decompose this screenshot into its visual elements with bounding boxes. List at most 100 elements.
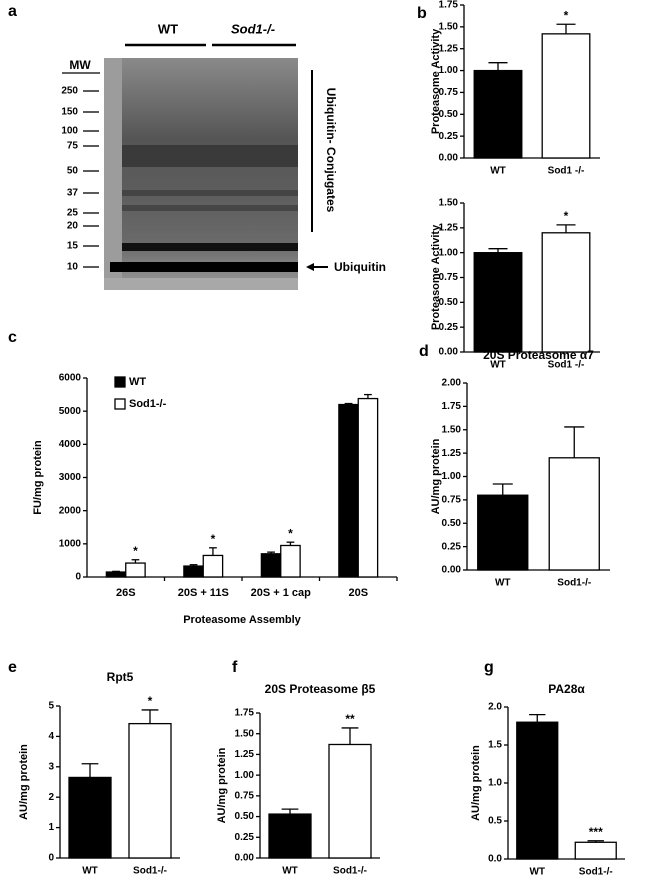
y-tick-label: 1.25 — [235, 749, 255, 760]
y-tick-label: 0.00 — [439, 347, 459, 358]
bar — [128, 722, 172, 859]
bar — [473, 252, 523, 353]
x-tick-label: Sod1-/- — [579, 867, 613, 878]
y-tick-label: 0 — [75, 572, 81, 583]
bar — [477, 494, 529, 571]
x-tick-label: WT — [490, 166, 506, 177]
bar — [183, 565, 204, 578]
y-tick-label: 4000 — [59, 439, 82, 450]
mw-label: 50 — [67, 166, 79, 177]
significance: * — [133, 544, 138, 558]
y-tick-label: 6000 — [59, 373, 82, 384]
y-tick-label: 0.75 — [235, 790, 255, 801]
panel-label: b — [417, 5, 427, 22]
chart-title: PA28α — [548, 682, 585, 696]
mw-label: 25 — [67, 208, 79, 219]
significance: * — [564, 209, 569, 223]
y-tick-label: 1 — [48, 822, 54, 833]
bar — [574, 841, 617, 860]
y-tick-label: 0.0 — [488, 854, 502, 865]
legend-label: WT — [129, 376, 146, 388]
x-tick-label: Sod1-/- — [133, 866, 167, 877]
legend-swatch — [114, 376, 126, 388]
x-tick-label: Sod1-/- — [333, 866, 367, 877]
y-tick-label: 1.75 — [442, 401, 462, 412]
bar — [541, 33, 591, 159]
bar — [541, 232, 591, 353]
y-tick-label: 0.00 — [235, 853, 255, 864]
y-tick-label: 0.25 — [442, 541, 462, 552]
y-axis-label: Proteasome Activity — [430, 224, 442, 330]
y-tick-label: 5000 — [59, 406, 82, 417]
significance: * — [288, 526, 293, 540]
chart-title: 20S Proteasome β5 — [265, 682, 376, 696]
y-tick-label: 1.25 — [442, 448, 462, 459]
y-tick-label: 4 — [48, 731, 54, 742]
x-tick-label: 20S — [348, 587, 368, 599]
x-tick-label: WT — [495, 578, 511, 589]
x-tick-label: WT — [529, 867, 545, 878]
y-tick-label: 0.50 — [442, 518, 462, 529]
significance: *** — [589, 825, 603, 839]
y-tick-label: 1.25 — [439, 43, 459, 54]
mw-label: 15 — [67, 241, 79, 252]
x-tick-label: 20S + 11S — [178, 587, 229, 599]
significance: * — [148, 694, 153, 708]
x-tick-label: Sod1 -/- — [548, 360, 585, 371]
y-tick-label: 2.00 — [442, 378, 462, 389]
lane-label: WT — [158, 21, 178, 36]
mw-title: MW — [69, 58, 91, 72]
panel-label: e — [8, 659, 17, 676]
y-tick-label: 1.75 — [235, 708, 255, 719]
mw-label: 75 — [67, 141, 79, 152]
arrow-head — [306, 263, 314, 271]
y-tick-label: 0.25 — [235, 832, 255, 843]
y-tick-label: 1.50 — [442, 424, 462, 435]
x-tick-label: Sod1 -/- — [548, 166, 585, 177]
y-tick-label: 5 — [48, 701, 54, 712]
y-tick-label: 1.00 — [439, 247, 459, 258]
y-tick-label: 1.00 — [442, 471, 462, 482]
mw-label: 37 — [67, 188, 79, 199]
x-tick-label: WT — [490, 360, 506, 371]
chart-title: Rpt5 — [107, 670, 134, 684]
y-tick-label: 2.0 — [488, 702, 502, 713]
legend-swatch — [114, 398, 126, 410]
y-tick-label: 1.0 — [488, 778, 502, 789]
significance: * — [564, 8, 569, 22]
bar — [260, 553, 282, 578]
y-tick-label: 2 — [48, 792, 54, 803]
y-axis-label: AU/mg protein — [216, 747, 228, 823]
y-tick-label: 0.25 — [439, 322, 459, 333]
y-tick-label: 3000 — [59, 472, 82, 483]
x-tick-label: 20S + 1 cap — [251, 587, 312, 599]
y-tick-label: 1000 — [59, 538, 82, 549]
y-tick-label: 2000 — [59, 505, 82, 516]
y-tick-label: 0.75 — [439, 87, 459, 98]
y-tick-label: 0.5 — [488, 816, 502, 827]
y-tick-label: 0.75 — [442, 495, 462, 506]
x-tick-label: WT — [82, 866, 98, 877]
significance: * — [211, 532, 216, 546]
bar — [125, 562, 146, 578]
y-tick-label: 1.50 — [439, 21, 459, 32]
bar — [268, 813, 312, 859]
x-tick-label: 26S — [116, 587, 136, 599]
bar — [548, 457, 600, 571]
legend-label: Sod1-/- — [129, 398, 167, 410]
mw-label: 100 — [61, 126, 78, 137]
y-tick-label: 0.00 — [442, 565, 462, 576]
bar — [105, 571, 127, 578]
blot-image — [104, 58, 298, 290]
bar — [280, 544, 301, 578]
y-tick-label: 0.50 — [439, 297, 459, 308]
y-tick-label: 1.50 — [235, 728, 255, 739]
y-tick-label: 1.25 — [439, 222, 459, 233]
y-tick-label: 1.5 — [488, 740, 502, 751]
panel-label: d — [419, 343, 429, 360]
lane-label: Sod1-/- — [231, 21, 275, 36]
mw-label: 250 — [61, 86, 78, 97]
panel-label: c — [8, 329, 17, 346]
y-tick-label: 1.50 — [439, 198, 459, 209]
chart-title: 20S Proteasome α7 — [483, 348, 594, 362]
